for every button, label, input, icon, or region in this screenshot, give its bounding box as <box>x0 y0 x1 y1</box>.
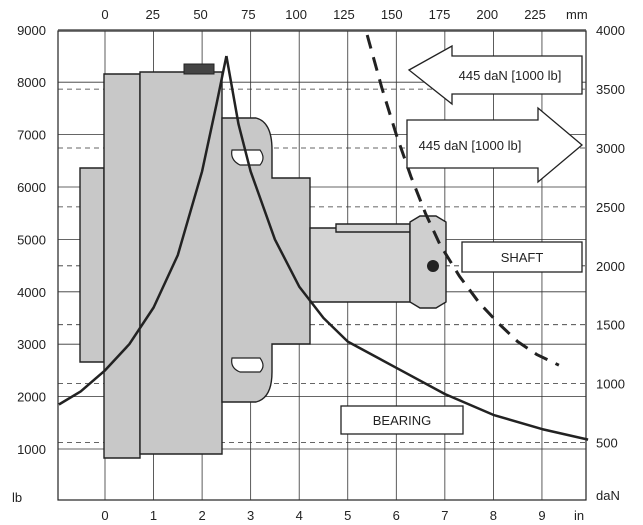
top-tick-label: 150 <box>381 7 403 22</box>
left-tick-label: 1000 <box>17 442 46 457</box>
bottom-tick-label: 7 <box>441 508 448 523</box>
top-tick-label: 200 <box>476 7 498 22</box>
top-tick-label: 25 <box>146 7 160 22</box>
shaft-box <box>461 241 583 273</box>
bottom-tick-label: 5 <box>344 508 351 523</box>
left-tick-label: 6000 <box>17 180 46 195</box>
right-tick-label: 1000 <box>596 377 625 392</box>
housing-body <box>139 71 223 455</box>
curves <box>58 34 589 441</box>
right-tick-label: 3000 <box>596 141 625 156</box>
top-tick-label: 225 <box>524 7 546 22</box>
bottom-tick-label: 4 <box>296 508 303 523</box>
top-tick-label: 100 <box>285 7 307 22</box>
series-3-line <box>365 34 560 367</box>
top-unit-label: mm <box>566 7 588 22</box>
left-tick-label: 8000 <box>17 75 46 90</box>
right-unit-label: daN <box>596 488 620 503</box>
right-tick-label: 2500 <box>596 200 625 215</box>
arrow-right-label: 445 daN [1000 lb] <box>419 138 522 153</box>
series-2-line <box>225 55 589 441</box>
arrow-left-box <box>407 44 583 106</box>
bottom-tick-label: 3 <box>247 508 254 523</box>
right-tick-label: 500 <box>596 435 618 450</box>
shaft-body <box>309 227 411 303</box>
top-tick-label: 125 <box>333 7 355 22</box>
left-tick-label: 4000 <box>17 285 46 300</box>
left-tick-label: 9000 <box>17 23 46 38</box>
bottom-tick-label: 9 <box>538 508 545 523</box>
bottom-tick-label: 6 <box>393 508 400 523</box>
shaft-nut <box>409 215 447 309</box>
top-tick-label: 0 <box>101 7 108 22</box>
left-tick-label: 3000 <box>17 337 46 352</box>
shaft-step <box>335 223 411 233</box>
right-tick-label: 3500 <box>596 82 625 97</box>
housing-cap <box>79 167 105 363</box>
bottom-tick-label: 0 <box>101 508 108 523</box>
right-tick-label: 4000 <box>596 23 625 38</box>
bottom-tick-label: 1 <box>150 508 157 523</box>
right-tick-label: 1500 <box>596 318 625 333</box>
grease-nipple <box>183 63 215 75</box>
bottom-unit-label: in <box>574 508 584 523</box>
left-unit-label: lb <box>12 490 22 505</box>
arrow-right-box <box>406 106 584 184</box>
bottom-tick-label: 8 <box>490 508 497 523</box>
bearing-box <box>340 405 464 435</box>
seal-bottom <box>231 357 264 373</box>
right-tick-label: 2000 <box>596 259 625 274</box>
housing-hub <box>221 117 311 403</box>
series-1-line <box>58 55 228 406</box>
left-tick-label: 5000 <box>17 232 46 247</box>
bearing-label: BEARING <box>373 413 432 428</box>
top-tick-label: 175 <box>429 7 451 22</box>
tick-labels: 1000200030004000500060007000800090005001… <box>12 7 625 523</box>
left-tick-label: 7000 <box>17 128 46 143</box>
arrow-left-label: 445 daN [1000 lb] <box>459 68 562 83</box>
housing-flange <box>103 73 141 459</box>
shaft-end-dot <box>427 260 439 272</box>
annotations: 445 daN [1000 lb] 445 daN [1000 lb] SHAFT B… <box>340 44 584 435</box>
top-tick-label: 75 <box>241 7 255 22</box>
bottom-tick-label: 2 <box>198 508 205 523</box>
top-tick-label: 50 <box>193 7 207 22</box>
shaft-label: SHAFT <box>501 250 544 265</box>
left-tick-label: 2000 <box>17 390 46 405</box>
